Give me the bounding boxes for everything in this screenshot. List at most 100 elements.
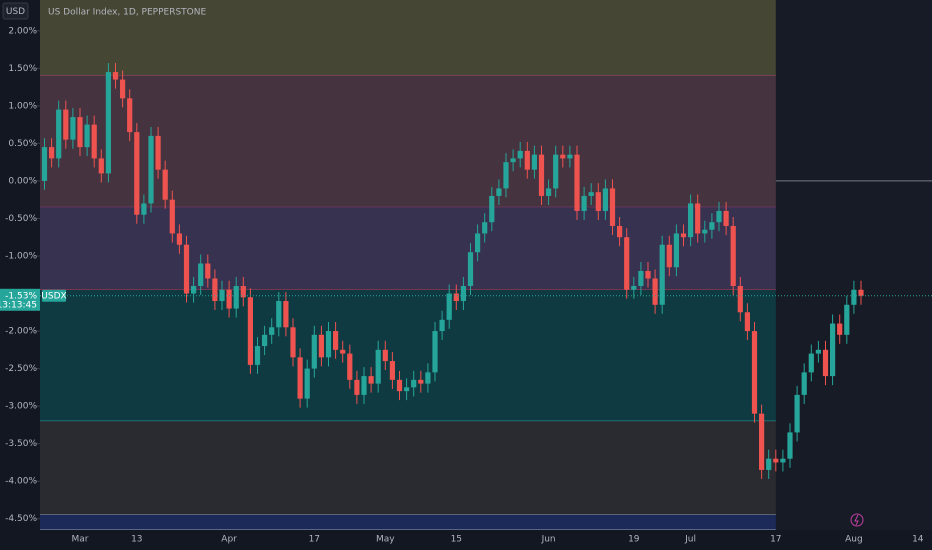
candle-body [730,225,736,287]
candle-body [432,331,438,373]
candle-body [801,372,807,395]
y-tick-label: -2.00% [5,327,37,337]
symbol-box [42,289,66,302]
currency-box[interactable] [2,2,29,20]
candle-body [609,188,616,226]
candle-body [41,147,48,181]
candle-body [191,286,197,294]
candle-body [617,225,623,238]
candle-body [475,233,481,253]
candle-body [595,192,601,211]
candle-body [602,188,608,211]
candle-body [205,263,211,279]
candle-body [546,188,552,196]
candle-body [503,162,509,189]
candle-body [624,237,630,290]
candle-body [155,135,161,170]
candle-body [645,271,651,279]
y-tick-label: -0.50% [5,214,37,224]
candle-body [176,233,182,245]
candle-body [120,79,126,99]
y-tick-label: -3.00% [5,402,37,412]
candle-body [680,233,687,238]
candle-body [389,361,395,380]
y-tick-label: 1.00% [8,101,37,111]
x-tick-label: Jul [684,535,696,545]
candle-body [439,319,445,332]
candle-body [837,323,843,335]
candle-body [56,109,62,159]
last-price-box [0,288,40,311]
y-tick-label: -4.00% [5,477,37,487]
candle-body [553,154,559,189]
candle-body [219,289,225,302]
y-tick-label: 1.50% [8,64,37,74]
candle-body [254,346,261,365]
y-tick-label: 0.00% [8,176,37,186]
candle-body [49,147,55,159]
candle-body [673,233,679,268]
candle-body [411,379,417,388]
candle-body [418,379,424,384]
candle-body [737,286,743,313]
candle-body [311,334,317,369]
x-tick-label: 17 [770,535,781,545]
candle-body [247,297,253,365]
candle-body [70,117,76,140]
candle-body [276,301,282,328]
candle-body [148,135,154,204]
candle-body [581,195,587,211]
flash-icon[interactable] [850,513,864,527]
candle-body [773,458,779,463]
candle-body [716,210,722,223]
candle-body [212,278,218,302]
candle-body [375,349,381,384]
candle-body [815,349,821,354]
candle-body [709,222,715,230]
candle-body [695,203,701,234]
candle-body [368,376,374,384]
candle-body [198,263,204,287]
chart-title: US Dollar Index, 1D, PEPPERSTONE [48,8,206,18]
candle-body [830,323,836,377]
candle-body [787,432,793,459]
candle-body [127,98,133,133]
zone [40,0,776,76]
candle-body [467,252,474,287]
candle-body [652,278,658,305]
candle-body [794,394,800,433]
candle-body [340,349,346,354]
candle-body [297,357,303,399]
x-tick-label: May [376,535,395,545]
plot-area [40,0,932,531]
candle-body [453,293,459,302]
candle-body [574,154,580,211]
candle-body [134,132,140,215]
candle-body [496,188,502,196]
candle-body [382,349,388,362]
candle-body [460,286,466,302]
zone [40,289,776,422]
candle-body [262,334,268,347]
y-tick-label: 0.50% [8,139,37,149]
candle-body [510,158,516,163]
candle-body [538,154,545,196]
candle-body [269,327,275,335]
candle-body [766,458,772,470]
currency[interactable]: USD [6,7,25,17]
y-tick-label: -1.00% [5,251,37,261]
candle-body [283,301,289,328]
zone [40,207,776,290]
candle-body [404,387,410,392]
candle-body [233,286,239,309]
candle-body [105,72,111,174]
candle-body [851,289,857,305]
x-tick-label: 15 [451,535,462,545]
candle-body [567,154,573,159]
candle-body [325,331,332,358]
candle-body [858,289,864,296]
candle-body [290,327,296,358]
candle-body [141,203,147,215]
x-tick-label: Jun [541,535,556,545]
